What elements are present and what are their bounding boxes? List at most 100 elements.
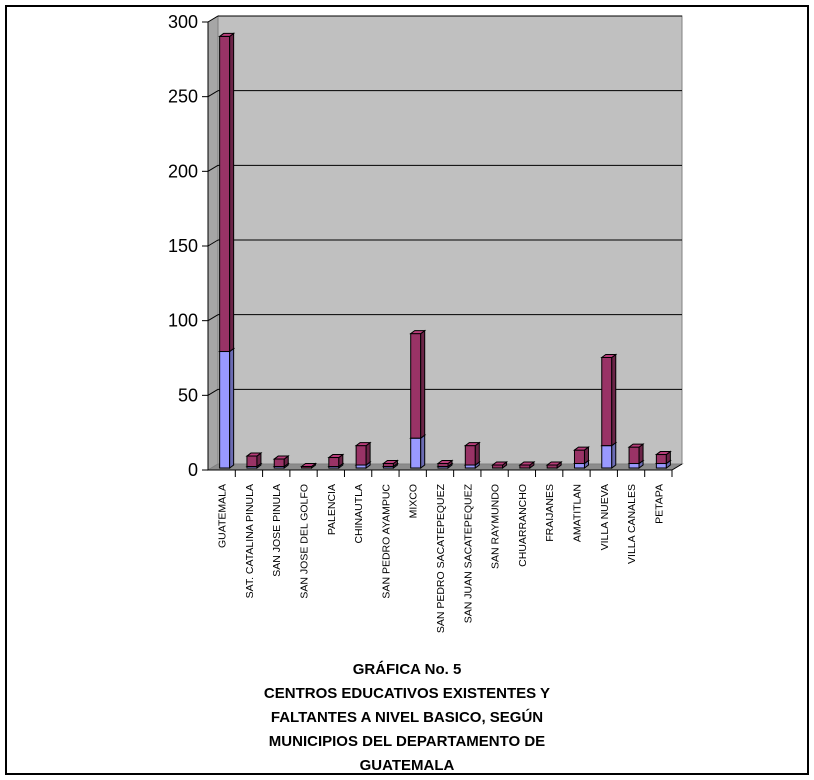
bar-front — [219, 351, 231, 469]
x-tick-label: CHUARRANCHO — [517, 484, 529, 567]
bar-front — [328, 457, 340, 468]
bar-missing-4 — [327, 453, 345, 468]
bar-missing-16 — [654, 450, 672, 465]
bar-front — [655, 454, 667, 465]
bar-top — [218, 32, 236, 37]
y-tick-label: 250 — [168, 87, 198, 107]
x-tick-label: MIXCO — [408, 484, 420, 518]
bar-side — [611, 441, 617, 469]
y-axis: 0 50 100 150 200 250 300 — [168, 12, 209, 480]
bar-top — [627, 443, 645, 448]
bar-missing-13 — [572, 446, 590, 465]
bar-missing-0 — [218, 32, 236, 353]
bar-top — [463, 442, 481, 447]
bar-top — [600, 353, 618, 358]
bar-front — [464, 445, 476, 466]
x-tick-label: SAT. CATALINA PINULA — [244, 484, 256, 598]
bar-side — [229, 347, 235, 469]
bar-missing-2 — [272, 455, 290, 468]
y-tick-label: 200 — [168, 161, 198, 181]
bar-missing-7 — [409, 329, 427, 440]
gridline-side — [207, 314, 219, 322]
bar-missing-10 — [491, 461, 509, 469]
chart-frame — [5, 5, 809, 775]
bar-front — [410, 437, 422, 469]
bar-top — [436, 460, 454, 465]
y-tick-label: 50 — [178, 385, 198, 405]
x-tick-label: SAN JOSE PINULA — [271, 484, 283, 577]
bar-top — [545, 461, 563, 466]
bar-top — [354, 442, 372, 447]
bar-missing-8 — [436, 459, 454, 468]
chart-caption: GRÁFICA No. 5 CENTROS EDUCATIVOS EXISTEN… — [0, 658, 814, 778]
bar-missing-12 — [545, 461, 563, 469]
bar-top — [245, 452, 263, 457]
x-tick-labels: GUATEMALA SAT. CATALINA PINULA SAN JOSE PI… — [217, 483, 666, 633]
gridline-side — [207, 90, 219, 98]
caption-line-1: GRÁFICA No. 5 — [352, 661, 462, 678]
bar-front — [601, 356, 613, 447]
y-tick-label: 100 — [168, 311, 198, 331]
bar-missing-9 — [463, 441, 481, 467]
bars — [218, 32, 672, 469]
bar-top — [572, 446, 590, 451]
bar-front — [628, 463, 640, 469]
bar-front — [573, 449, 585, 465]
bar-side — [611, 353, 617, 447]
x-tick-label: AMATITLAN — [571, 484, 583, 542]
x-tick-label: VILLA NUEVA — [599, 484, 611, 550]
bar-front — [601, 445, 613, 469]
x-tick-label: VILLA CANALES — [626, 484, 638, 564]
bar-side — [474, 441, 480, 467]
bar-front — [410, 333, 422, 439]
bar-top — [491, 461, 509, 466]
bar-missing-1 — [245, 452, 263, 468]
bar-missing-3 — [300, 462, 318, 469]
bar-missing-14 — [600, 353, 618, 447]
caption-line-2: CENTROS EDUCATIVOS EXISTENTES Y — [263, 685, 551, 702]
bar-front — [219, 35, 231, 353]
bar-top — [654, 451, 672, 456]
x-tick-label: SAN JUAN SACATEPEQUEZ — [462, 483, 474, 623]
bar-existing-14 — [600, 441, 618, 469]
x-tick-label: SAN PEDRO AYAMPUC — [380, 484, 392, 599]
x-tick-label: FRAIJANES — [544, 484, 556, 542]
x-axis — [208, 463, 683, 477]
bar-missing-15 — [627, 443, 645, 465]
bar-side — [229, 32, 235, 353]
x-tick-label: CHINAUTLA — [353, 484, 365, 544]
bar-top — [300, 463, 318, 468]
bar-top — [272, 455, 290, 460]
bar-top — [327, 454, 345, 459]
x-tick-label: PALENCIA — [326, 484, 338, 535]
bar-front — [273, 458, 285, 468]
gridline-side — [207, 239, 219, 247]
bar-existing-7 — [409, 434, 427, 469]
x-tick-label: SAN PEDRO SACATEPEQUEZ — [435, 483, 447, 633]
x-tick-label: SAN JOSE DEL GOLFO — [299, 484, 311, 599]
bar-top — [381, 460, 399, 465]
gridline-side — [207, 388, 219, 396]
bar-missing-6 — [381, 459, 399, 468]
gridline-side — [207, 164, 219, 172]
bar-missing-5 — [354, 441, 372, 467]
bar-missing-11 — [518, 461, 536, 469]
x-tick-label: GUATEMALA — [217, 484, 229, 548]
x-axis-end — [671, 463, 683, 471]
caption-line-4: MUNICIPIOS DEL DEPARTAMENTO DE — [268, 733, 546, 750]
bar-side — [420, 329, 426, 440]
y-tick-label: 0 — [188, 460, 198, 480]
x-tick-label: SAN RAYMUNDO — [490, 484, 502, 569]
bar-front — [355, 445, 367, 466]
y-tick-label: 300 — [168, 12, 198, 32]
bar-front — [628, 446, 640, 465]
bar-top — [409, 330, 427, 335]
bar-front — [655, 463, 667, 469]
bar-top — [518, 461, 536, 466]
y-tick-label: 150 — [168, 236, 198, 256]
bar-front — [573, 463, 585, 469]
bar-side — [420, 434, 426, 469]
bar-existing-0 — [218, 347, 236, 469]
x-tick-label: PETAPA — [653, 484, 665, 524]
